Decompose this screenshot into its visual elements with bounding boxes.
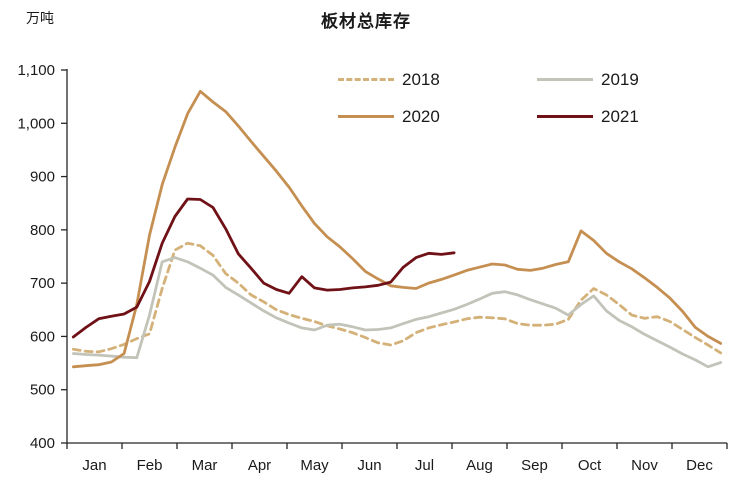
legend-item-2019: 2019	[537, 66, 732, 92]
x-tick-label: Sep	[521, 457, 548, 474]
series-line-2020	[71, 89, 723, 369]
legend-line-swatch-2018	[338, 77, 394, 81]
legend-item-2018: 2018	[338, 66, 537, 92]
x-tick-label: Apr	[248, 457, 271, 474]
y-tick-label: 900	[30, 169, 55, 186]
y-tick-label: 400	[30, 435, 55, 452]
legend-label-2018: 2018	[402, 69, 440, 89]
legend-label-2020: 2020	[402, 106, 440, 126]
series-line-2019	[71, 256, 723, 369]
x-tick-label: Feb	[137, 457, 163, 474]
x-tick-label: Jul	[415, 457, 434, 474]
y-tick-label: 500	[30, 382, 55, 399]
legend-item-2021: 2021	[537, 103, 732, 129]
x-tick-label: Jun	[357, 457, 381, 474]
legend-line-swatch-2021	[537, 114, 593, 118]
x-tick-label: Nov	[631, 457, 658, 474]
legend-line-swatch-2020	[338, 114, 394, 118]
y-tick-label: 1,100	[17, 62, 55, 79]
series-line-2018	[71, 241, 723, 355]
legend-item-2020: 2020	[338, 103, 537, 129]
y-tick-label: 600	[30, 328, 55, 345]
chart-title: 板材总库存	[321, 12, 411, 31]
legend: 2018 2019 2020 2021	[338, 66, 732, 129]
series-line-2021	[71, 197, 456, 339]
y-tick-label: 800	[30, 222, 55, 239]
y-axis-unit-label: 万吨	[26, 10, 54, 26]
legend-label-2021: 2021	[601, 106, 639, 126]
legend-label-2019: 2019	[601, 69, 639, 89]
y-tick-label: 700	[30, 275, 55, 292]
x-tick-label: May	[300, 457, 329, 474]
x-tick-label: Jan	[82, 457, 106, 474]
x-tick-label: Dec	[686, 457, 713, 474]
x-tick-label: Aug	[466, 457, 493, 474]
x-tick-label: Mar	[192, 457, 218, 474]
legend-line-swatch-2019	[537, 77, 593, 81]
y-tick-label: 1,000	[17, 115, 55, 132]
x-tick-label: Oct	[578, 457, 602, 474]
